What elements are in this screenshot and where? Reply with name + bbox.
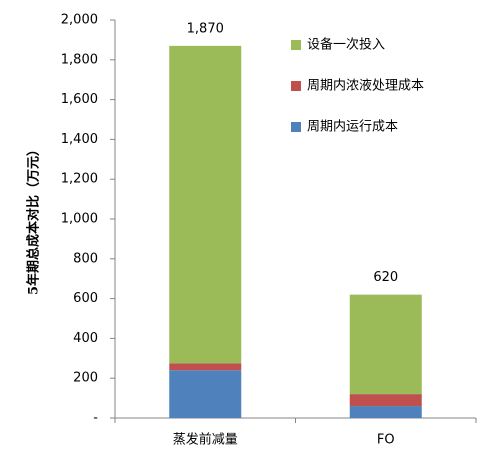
legend-swatch [291, 122, 301, 132]
bar-segment [169, 363, 242, 371]
bar-segment [349, 406, 422, 418]
y-tick-label: 800 [73, 251, 98, 266]
y-tick-label: 1,600 [61, 92, 98, 107]
bar-segment [169, 45, 242, 364]
y-tick-label: 2,000 [61, 13, 98, 28]
y-tick-label: 200 [73, 371, 98, 386]
legend-swatch [291, 40, 301, 50]
y-tick-label: 1,000 [61, 212, 98, 227]
y-tick-label: 1,800 [61, 52, 98, 67]
legend-swatch [291, 81, 301, 91]
bar-segment [349, 294, 422, 395]
legend-label: 设备一次投入 [307, 37, 385, 53]
legend-label: 周期内浓液处理成本 [307, 78, 424, 94]
total-label: 1,870 [187, 21, 224, 36]
bar-segment [349, 394, 422, 407]
y-tick-label: 600 [73, 291, 98, 306]
total-label: 620 [373, 270, 398, 285]
y-tick-label: - [93, 411, 98, 426]
x-tick-label: 蒸发前减量 [173, 432, 238, 448]
legend-label: 周期内运行成本 [307, 119, 398, 135]
y-tick-label: 400 [73, 331, 98, 346]
y-tick-label: 1,400 [61, 132, 98, 147]
x-tick-label: FO [377, 433, 395, 448]
y-axis-label: 5年期总成本对比（万元） [26, 143, 42, 295]
bar-segment [169, 370, 242, 418]
y-tick-label: 1,200 [61, 172, 98, 187]
